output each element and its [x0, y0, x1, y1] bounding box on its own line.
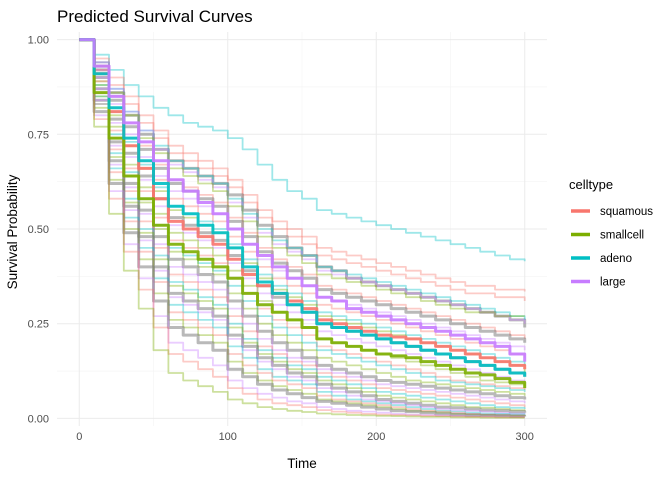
x-tick-label: 200 [367, 431, 385, 443]
y-tick-label: 0.75 [28, 129, 49, 141]
x-tick-label: 0 [76, 431, 82, 443]
individual-survival-curve [79, 38, 526, 292]
individual-survival-curve [79, 38, 525, 419]
series-layer [79, 38, 527, 419]
series-line-large [79, 38, 527, 362]
y-tick-label: 1.00 [28, 35, 49, 47]
series-line-adeno [79, 38, 527, 377]
y-tick-label: 0.25 [28, 319, 49, 331]
individual-survival-curve [79, 38, 525, 419]
legend-label-large: large [600, 277, 626, 289]
y-tick-label: 0.50 [28, 224, 49, 236]
axis-ticks: 0 100 200 300 0.00 0.25 0.50 0.75 1.00 [28, 35, 534, 443]
legend-label-smallcell: smallcell [600, 230, 644, 242]
x-tick-label: 100 [219, 431, 237, 443]
individual-survival-curve [79, 38, 526, 262]
x-axis-title: Time [287, 456, 317, 471]
individual-survival-curve [79, 38, 527, 418]
y-axis-title: Survival Probability [5, 174, 20, 289]
series-line-smallcell [79, 38, 527, 389]
legend-label-squamous: squamous [600, 206, 653, 218]
legend: celltype squamous smallcell adeno large [569, 177, 653, 289]
legend-label-adeno: adeno [600, 253, 632, 265]
y-tick-label: 0.00 [28, 413, 49, 425]
individual-survival-curve [79, 38, 525, 418]
x-tick-label: 300 [516, 431, 534, 443]
chart-title: Predicted Survival Curves [57, 7, 253, 26]
legend-title: celltype [569, 177, 613, 192]
